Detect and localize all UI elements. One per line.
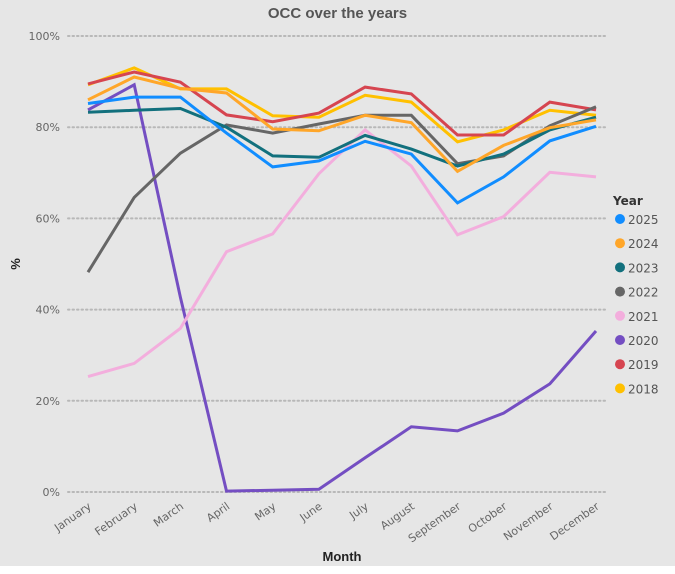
x-tick-label: January [51, 500, 94, 535]
y-tick-label: 40% [36, 304, 60, 317]
legend-item-2025[interactable]: 2025 [615, 213, 659, 227]
x-tick-label: December [548, 500, 603, 544]
series-line-2025[interactable] [87, 95, 597, 205]
series-line-2020[interactable] [87, 82, 598, 493]
legend-marker [615, 383, 625, 394]
series-line-2022[interactable] [86, 105, 597, 273]
legend-marker [615, 310, 625, 321]
legend-title: Year [612, 194, 643, 208]
series-line-2023[interactable] [87, 106, 597, 168]
legend-label: 2024 [628, 237, 659, 251]
legend-label: 2019 [628, 358, 659, 372]
x-tick-label: February [93, 500, 141, 539]
legend-item-2019[interactable]: 2019 [615, 358, 659, 372]
series-line-2024[interactable] [87, 75, 597, 174]
x-tick-label: March [151, 500, 186, 530]
x-tick-label: July [346, 500, 371, 523]
legend-marker [615, 262, 625, 273]
y-tick-label: 80% [36, 121, 60, 134]
legend-item-2018[interactable]: 2018 [615, 382, 659, 396]
y-tick-label: 0% [43, 486, 60, 499]
legend-marker [615, 335, 625, 345]
x-tick-label: November [501, 500, 556, 544]
legend-marker [615, 214, 625, 224]
y-tick-label: 20% [36, 395, 60, 408]
legend-item-2021[interactable]: 2021 [615, 310, 659, 324]
legend-label: 2025 [628, 213, 659, 227]
x-tick-label: April [204, 500, 232, 525]
legend-item-2022[interactable]: 2022 [615, 286, 659, 300]
legend-label: 2021 [628, 310, 659, 324]
legend-label: 2020 [628, 334, 659, 348]
x-axis-title: Month [323, 549, 362, 564]
legend-item-2023[interactable]: 2023 [615, 261, 659, 275]
x-tick-label: September [406, 500, 464, 546]
x-tick-label: June [297, 500, 325, 525]
legend-item-2020[interactable]: 2020 [615, 334, 659, 348]
chart-title: OCC over the years [267, 5, 408, 22]
legend: Year 2025 2024 2023 2022 2021 2020 2019 2018 [612, 194, 659, 396]
y-axis-title: % [8, 258, 23, 270]
legend-marker [615, 286, 625, 297]
x-tick-label: May [252, 500, 278, 524]
y-axis-ticks: 0% 20% 40% 60% 80% 100% [29, 30, 60, 499]
y-tick-label: 60% [36, 212, 60, 225]
x-tick-label: August [378, 499, 418, 532]
series-line-2019[interactable] [87, 70, 597, 137]
legend-label: 2023 [628, 261, 659, 275]
legend-label: 2018 [628, 382, 659, 396]
legend-marker [615, 359, 625, 370]
y-tick-label: 100% [29, 30, 60, 43]
legend-item-2024[interactable]: 2024 [615, 237, 659, 251]
legend-marker [615, 238, 625, 249]
gridlines [67, 35, 609, 493]
legend-label: 2022 [628, 286, 659, 300]
series-lines [86, 66, 598, 493]
